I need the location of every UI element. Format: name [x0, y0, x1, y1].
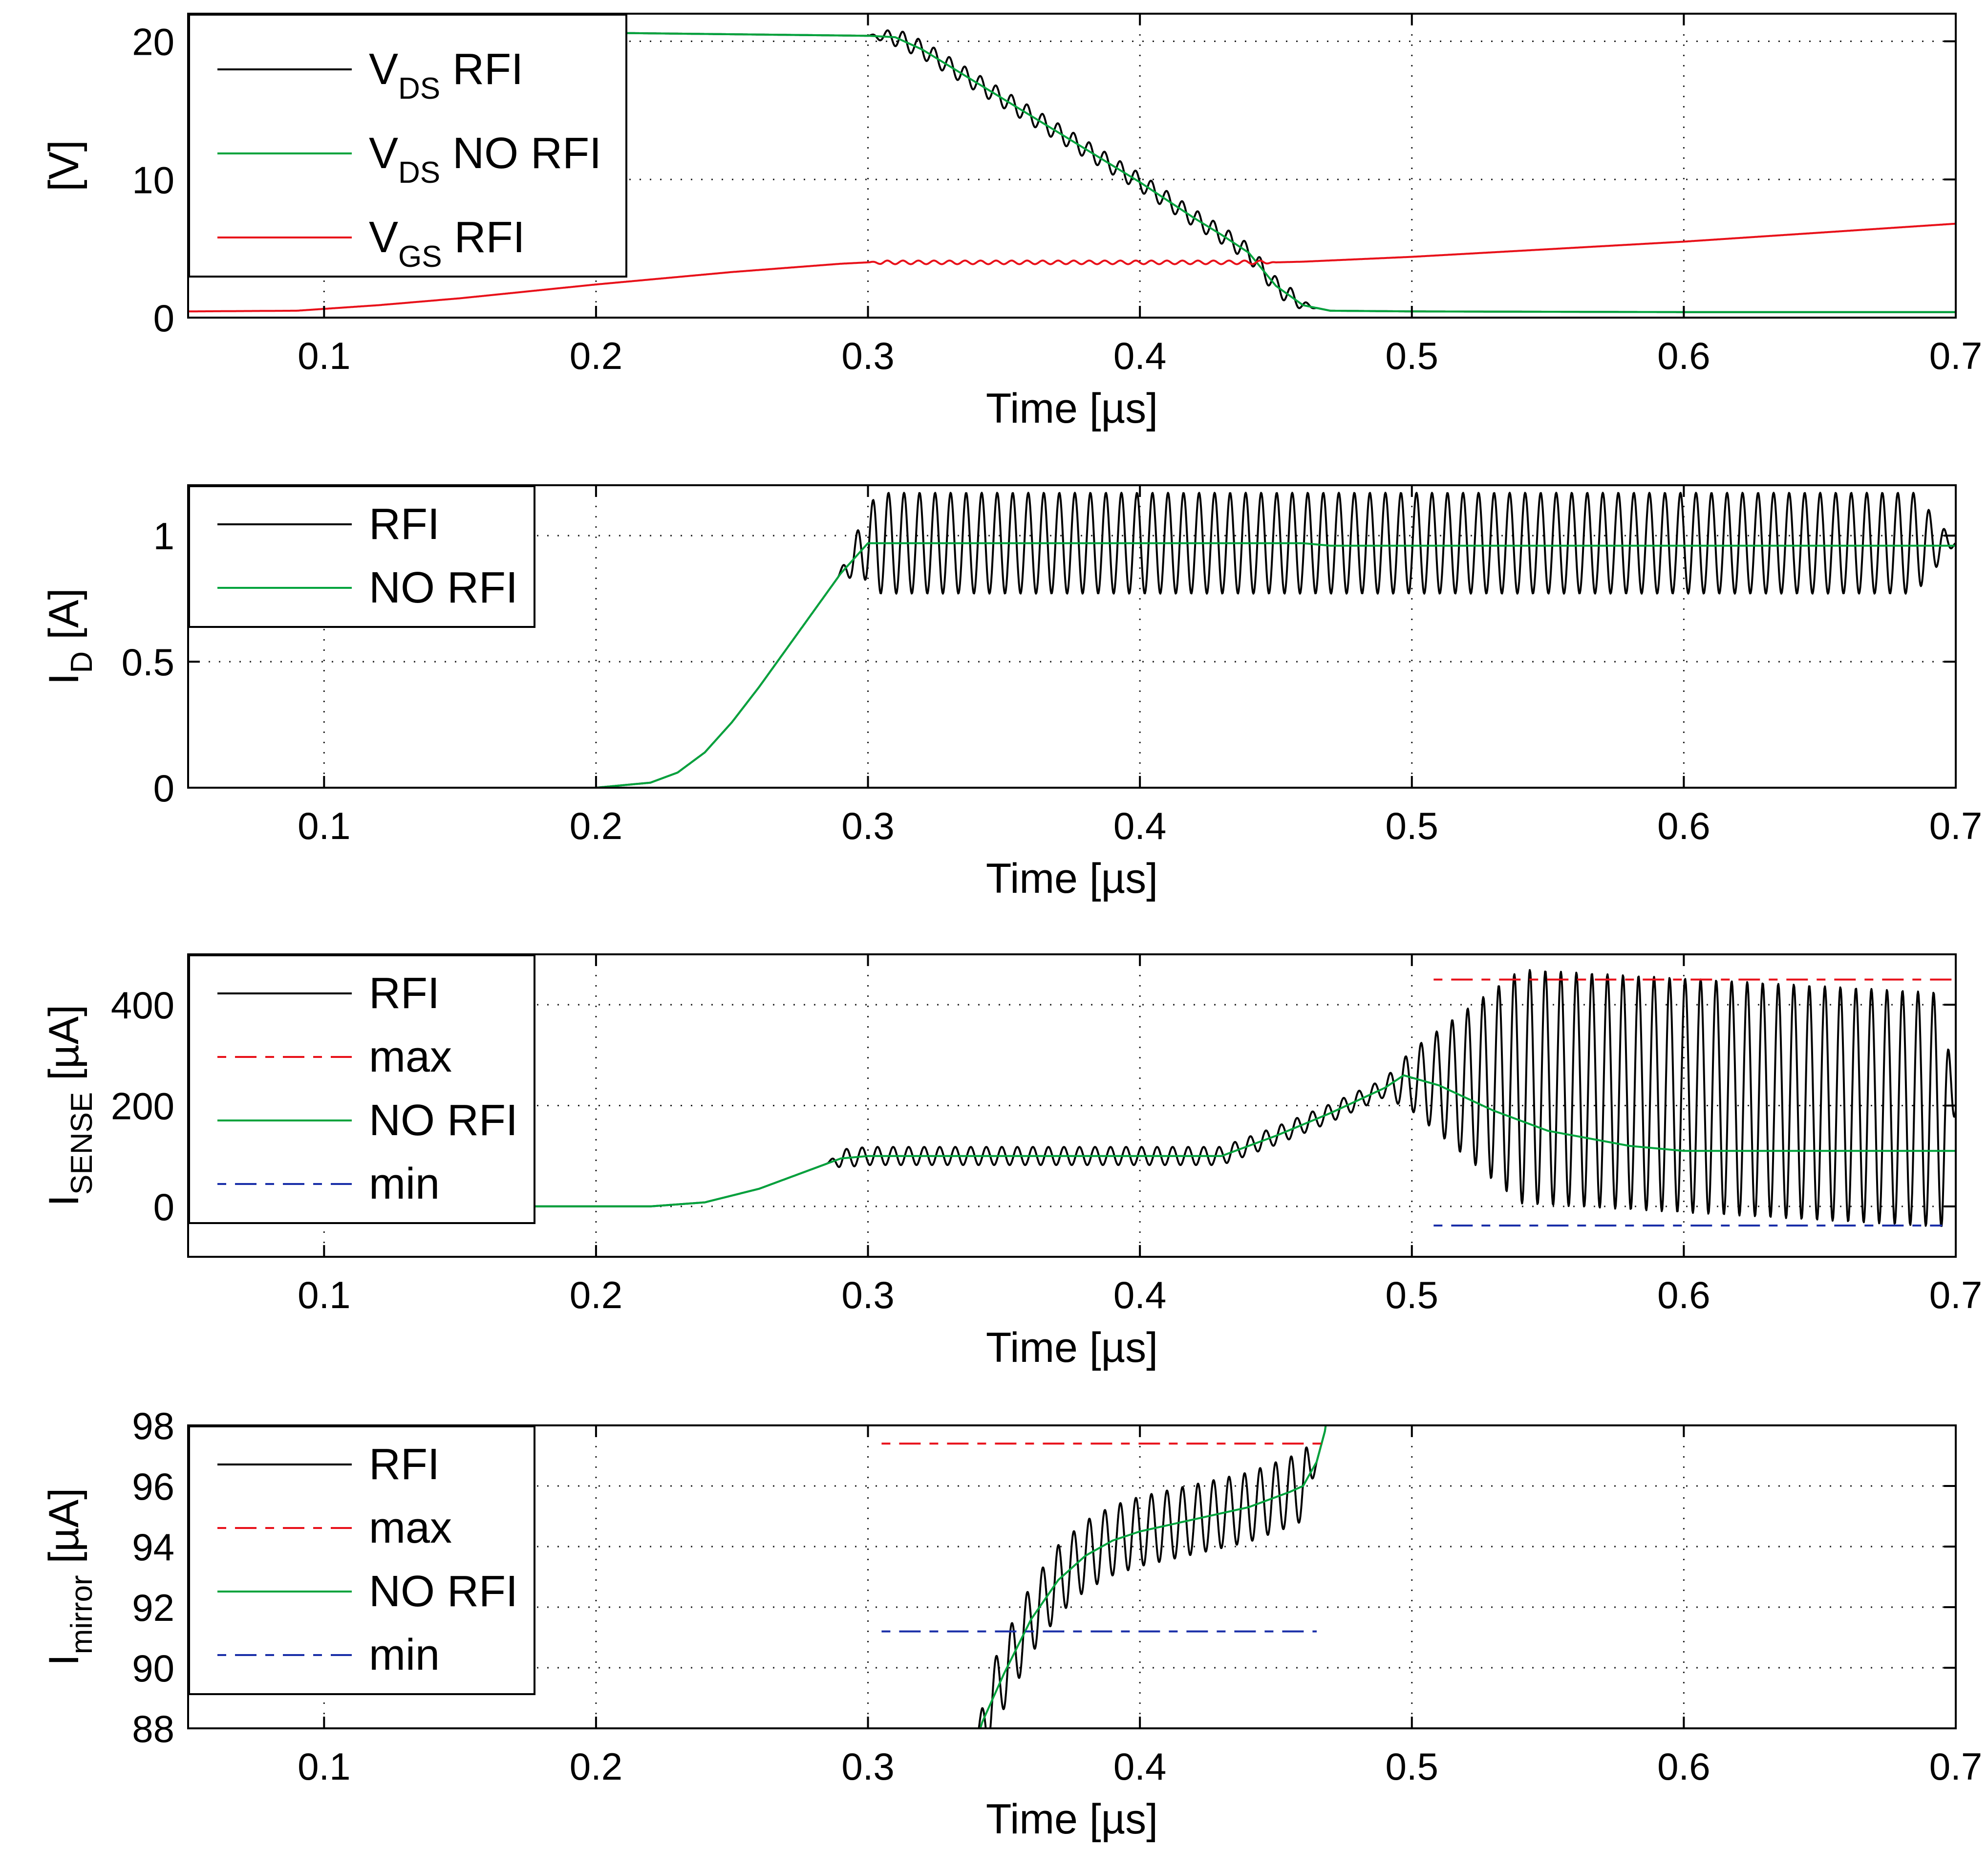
legend-box [188, 1425, 535, 1695]
legend-label: RFI [369, 969, 440, 1018]
series-no-rfi [188, 1074, 1956, 1207]
legend: RFI max NO RFI min [188, 954, 535, 1224]
x-tick-label: 0.7 [1929, 804, 1982, 847]
x-tick-label: 0.2 [570, 1745, 622, 1788]
legend: RFI NO RFI [188, 485, 535, 628]
y-axis-label: ID [A] [41, 588, 99, 685]
legend: RFI max NO RFI min [188, 1425, 535, 1695]
legend-label: min [369, 1631, 440, 1679]
legend-label: VGS RFI [369, 213, 525, 274]
x-tick-label: 0.5 [1386, 334, 1438, 377]
y-tick-label: 0 [153, 1185, 174, 1228]
legend-box [188, 954, 535, 1224]
y-tick-label: 0 [153, 767, 174, 810]
x-tick-label: 0.3 [841, 1273, 894, 1316]
x-axis-label: Time [µs] [986, 855, 1158, 902]
legend: VDS RFI VDS NO RFI VGS RFI [188, 14, 627, 278]
y-tick-label: 400 [111, 984, 174, 1027]
y-tick-label: 20 [132, 21, 174, 64]
y-tick-label: 1 [153, 515, 174, 558]
x-tick-label: 0.1 [298, 804, 350, 847]
x-axis-label: Time [µs] [986, 1796, 1158, 1843]
x-tick-label: 0.6 [1657, 334, 1710, 377]
grid [188, 14, 1956, 318]
panel-isense: 0.1 0.2 0.3 0.4 0.5 0.6 0.7 0 200 400 Time [µs] ISE… [41, 953, 1982, 1371]
x-tick-label: 0.1 [298, 334, 350, 377]
x-tick-label: 0.5 [1386, 1745, 1438, 1788]
x-tick-label: 0.6 [1657, 1273, 1710, 1316]
x-tick-label: 0.2 [570, 334, 622, 377]
y-tick-label: 96 [132, 1465, 174, 1508]
legend-label: VDS NO RFI [369, 129, 601, 190]
series-vgs-rfi [188, 222, 1956, 313]
y-axis-label: [V] [41, 140, 87, 191]
legend-label: VDS RFI [369, 45, 523, 106]
y-tick-label: 94 [132, 1526, 174, 1569]
x-axis-label: Time [µs] [986, 1324, 1158, 1371]
series-no-rfi [979, 1425, 1327, 1728]
x-tick-label: 0.3 [841, 804, 894, 847]
x-tick-label: 0.6 [1657, 1745, 1710, 1788]
series-no-rfi [188, 542, 1956, 788]
series-group [188, 492, 1956, 788]
x-tick-label: 0.4 [1113, 1273, 1166, 1316]
panel-vds: 0.1 0.2 0.3 0.4 0.5 0.6 0.7 0 10 20 Time [µs] [V] VD… [41, 13, 1982, 432]
legend-label: NO RFI [369, 1096, 518, 1145]
x-tick-label: 0.7 [1929, 1745, 1982, 1788]
x-tick-label: 0.1 [298, 1273, 350, 1316]
y-tick-label: 0 [153, 297, 174, 340]
x-tick-label: 0.7 [1929, 1273, 1982, 1316]
panel-imirror: 0.1 0.2 0.3 0.4 0.5 0.6 0.7 88 90 92 94 96 98 Time [µ… [41, 1404, 1982, 1843]
y-tick-label: 200 [111, 1085, 174, 1128]
x-tick-label: 0.4 [1113, 334, 1166, 377]
legend-label: min [369, 1160, 440, 1208]
y-tick-label: 98 [132, 1404, 174, 1447]
series-vds-no-rfi [188, 32, 1956, 313]
legend-box [188, 14, 627, 278]
x-tick-label: 0.5 [1386, 804, 1438, 847]
x-axis-label: Time [µs] [986, 385, 1158, 432]
legend-label: RFI [369, 500, 440, 549]
legend-box [188, 485, 535, 628]
y-tick-label: 10 [132, 158, 174, 201]
x-tick-label: 0.4 [1113, 804, 1166, 847]
grid [188, 954, 1956, 1257]
x-tick-label: 0.6 [1657, 804, 1710, 847]
x-tick-label: 0.2 [570, 1273, 622, 1316]
x-tick-label: 0.2 [570, 804, 622, 847]
axes-frame [187, 484, 1957, 789]
panel-id: 0.1 0.2 0.3 0.4 0.5 0.6 0.7 0 0.5 1 Time [µs] ID [A… [41, 484, 1982, 902]
x-tick-label: 0.7 [1929, 334, 1982, 377]
series-group [881, 1425, 1327, 1728]
y-axis-label: ISENSE [µA] [41, 1005, 99, 1206]
legend-label: max [369, 1504, 452, 1552]
x-tick-label: 0.4 [1113, 1745, 1166, 1788]
y-tick-label: 88 [132, 1707, 174, 1750]
x-tick-label: 0.1 [298, 1745, 350, 1788]
y-tick-label: 0.5 [122, 641, 174, 684]
y-axis-label: Imirror [µA] [41, 1488, 99, 1666]
legend-label: NO RFI [369, 1567, 518, 1616]
x-tick-label: 0.3 [841, 334, 894, 377]
x-tick-label: 0.5 [1386, 1273, 1438, 1316]
x-tick-label: 0.3 [841, 1745, 894, 1788]
series-rfi [188, 492, 1956, 788]
y-tick-label: 90 [132, 1647, 174, 1690]
legend-label: NO RFI [369, 563, 518, 612]
y-tick-label: 92 [132, 1586, 174, 1629]
legend-label: max [369, 1033, 452, 1081]
legend-label: RFI [369, 1440, 440, 1489]
